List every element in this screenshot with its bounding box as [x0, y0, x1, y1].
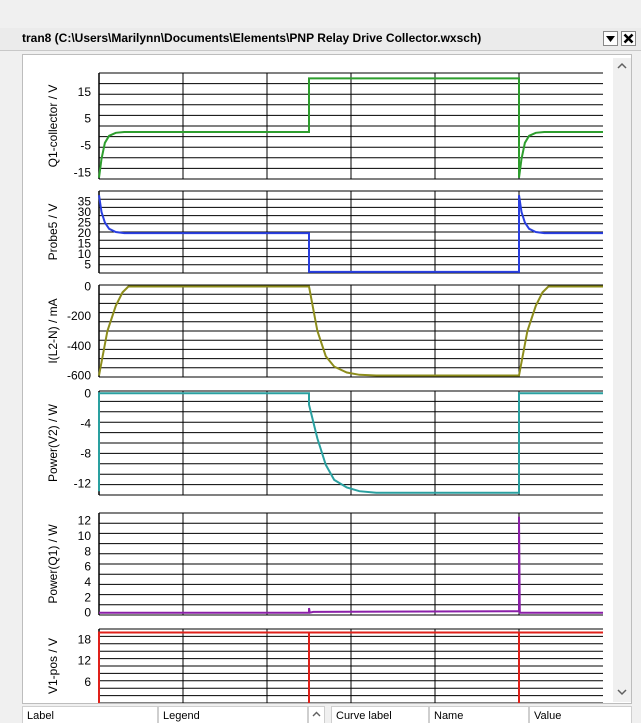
bottom-tables: Label Legend Curve label Name Value — [22, 706, 632, 723]
y-tick-label: 8 — [84, 544, 91, 558]
column-header-value[interactable]: Value — [529, 706, 632, 723]
y-tick-label: -400 — [67, 339, 91, 353]
vertical-scrollbar[interactable] — [613, 58, 631, 702]
y-tick-label: 4 — [84, 575, 91, 589]
y-tick-label: 5 — [84, 258, 91, 272]
y-tick-label: 10 — [78, 529, 92, 543]
y-axis-label: V1-pos / V — [46, 638, 60, 694]
y-tick-label: 0 — [84, 279, 91, 293]
y-axis-label: I(L2-N) / mA — [46, 298, 60, 363]
y-tick-label: -12 — [74, 477, 92, 491]
y-tick-label: 18 — [78, 633, 92, 647]
y-tick-label: 6 — [84, 560, 91, 574]
y-tick-label: 0 — [84, 606, 91, 620]
y-tick-label: 2 — [84, 590, 91, 604]
close-button[interactable] — [621, 31, 636, 46]
arrow-down-icon[interactable] — [613, 684, 631, 700]
series-line — [98, 285, 603, 377]
y-tick-label: 10 — [78, 247, 92, 261]
y-axis-label: Q1-collector / V — [46, 85, 60, 168]
window-title: tran8 (C:\Users\Marilynn\Documents\Eleme… — [22, 31, 482, 45]
series-line — [98, 631, 603, 703]
close-icon — [623, 33, 634, 44]
y-axis-label: Probe5 / V — [46, 204, 60, 261]
y-tick-label: 0 — [84, 386, 91, 400]
series-line — [98, 77, 603, 178]
chevron-down-icon — [606, 36, 615, 42]
column-header-curve-label[interactable]: Curve label — [331, 706, 429, 723]
series-line — [98, 392, 603, 494]
column-header-label[interactable]: Label — [22, 706, 158, 723]
y-tick-label: 12 — [78, 514, 92, 528]
column-header-legend[interactable]: Legend — [158, 706, 308, 723]
column-header-name[interactable]: Name — [429, 706, 529, 723]
y-tick-label: -200 — [67, 309, 91, 323]
y-tick-label: 5 — [84, 112, 91, 126]
y-tick-label: -8 — [80, 447, 91, 461]
y-tick-label: -4 — [80, 416, 91, 430]
y-tick-label: -5 — [80, 138, 91, 152]
series-line — [98, 195, 603, 273]
y-axis-label: Power(Q1) / W — [46, 524, 60, 604]
dropdown-button[interactable] — [603, 31, 618, 46]
y-tick-label: 30 — [78, 205, 92, 219]
window-titlebar: tran8 (C:\Users\Marilynn\Documents\Eleme… — [0, 28, 641, 51]
y-tick-label: -600 — [67, 369, 91, 383]
y-tick-label: 15 — [78, 237, 92, 251]
y-tick-label: 15 — [78, 85, 92, 99]
y-axis-label: Power(V2) / W — [46, 403, 60, 482]
y-tick-label: 12 — [78, 654, 92, 668]
y-tick-label: -15 — [74, 165, 92, 179]
arrow-up-icon — [312, 711, 321, 717]
plot-panel: 15 5 -5 -15 Q1-collector / V 35 30 25 20 15 10 5 Pro… — [22, 54, 632, 704]
series-line — [99, 516, 603, 614]
table-scroll-up[interactable] — [308, 706, 325, 723]
y-tick-label: 6 — [84, 675, 91, 689]
y-tick-label: 20 — [78, 226, 92, 240]
y-tick-label: 25 — [78, 216, 92, 230]
y-tick-label: 35 — [78, 195, 92, 209]
arrow-up-icon[interactable] — [613, 58, 631, 74]
